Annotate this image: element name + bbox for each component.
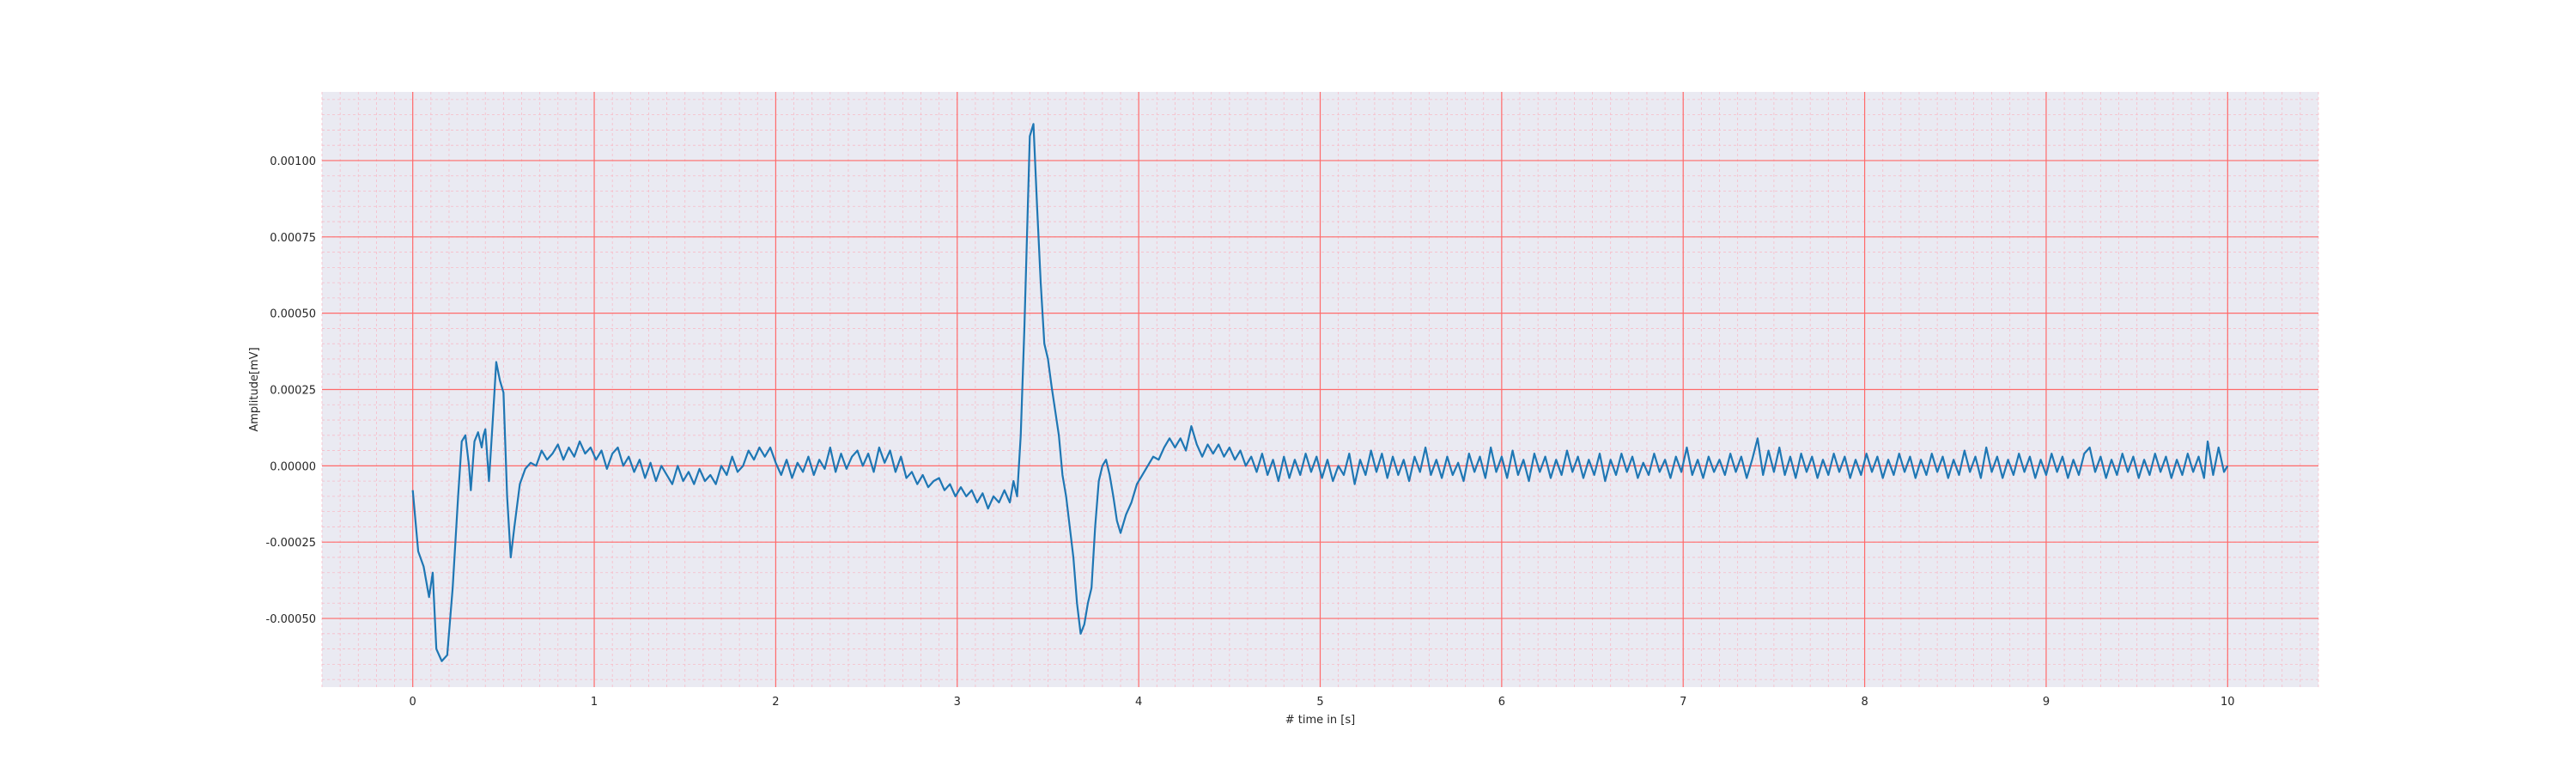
x-tick-label: 2 — [772, 696, 779, 709]
x-axis-label: # time in [s] — [1285, 714, 1355, 727]
x-tick-label: 10 — [2221, 696, 2235, 709]
x-tick-label: 0 — [410, 696, 416, 709]
y-tick-label: 0.00100 — [270, 155, 316, 168]
ecg-series-line — [411, 123, 2229, 662]
x-tick-label: 5 — [1316, 696, 1323, 709]
y-axis-label: Amplitude[mV] — [248, 347, 261, 431]
y-tick-label: 0.00000 — [270, 460, 316, 473]
x-tick-label: 3 — [954, 696, 961, 709]
y-tick-label: 0.00050 — [270, 308, 316, 321]
y-tick-label: 0.00075 — [270, 232, 316, 245]
x-tick-label: 1 — [591, 696, 598, 709]
series-layer — [411, 123, 2229, 662]
x-tick-label: 4 — [1135, 696, 1142, 709]
major-grid — [322, 92, 2318, 687]
y-tick-label: -0.00025 — [266, 537, 316, 550]
x-tick-label: 6 — [1498, 696, 1505, 709]
x-axis-ticks: 0 1 2 3 4 5 6 7 8 9 10 — [410, 696, 2235, 709]
y-tick-label: 0.00025 — [270, 385, 316, 398]
x-tick-label: 9 — [2043, 696, 2050, 709]
y-tick-label: -0.00050 — [266, 613, 316, 626]
y-axis-ticks: -0.00050 -0.00025 0.00000 0.00025 0.00050 0.0… — [266, 155, 316, 626]
x-tick-label: 7 — [1680, 696, 1686, 709]
x-tick-label: 8 — [1861, 696, 1868, 709]
